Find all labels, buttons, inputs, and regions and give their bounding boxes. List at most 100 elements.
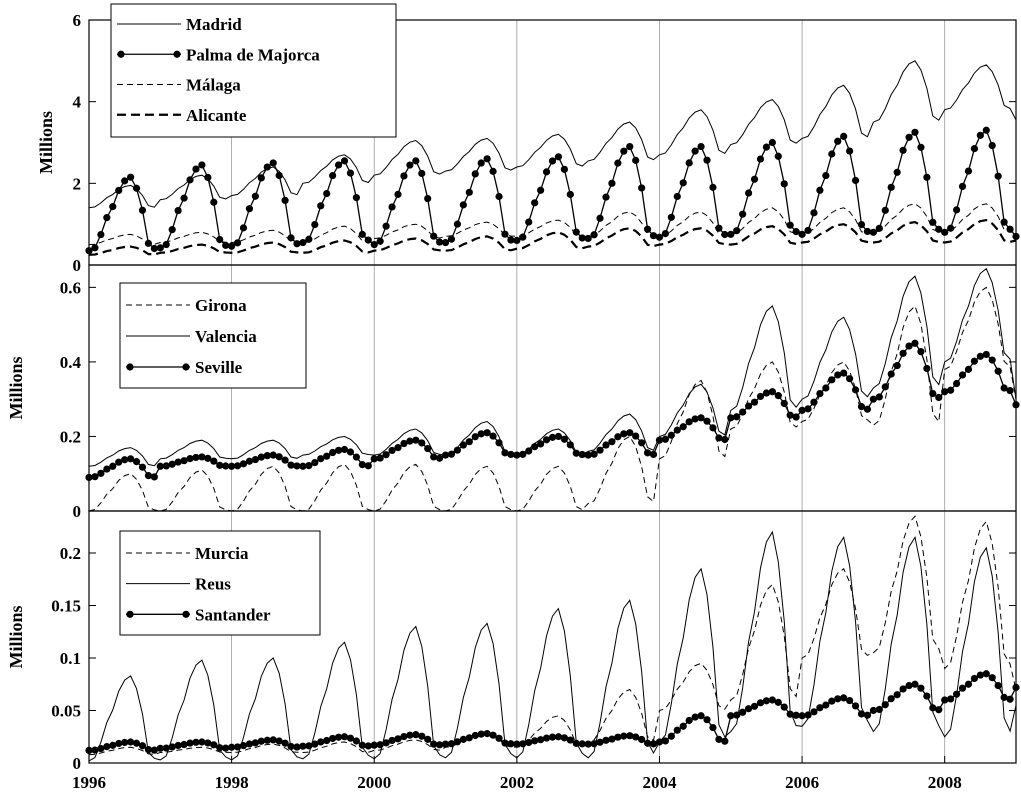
series-marker [245, 740, 254, 748]
x-tick-label: 2002 [500, 773, 534, 792]
series-marker [923, 173, 931, 181]
series-marker [768, 388, 776, 396]
series-marker [126, 455, 135, 463]
series-marker [441, 238, 450, 247]
series-marker [150, 746, 158, 754]
series-marker [560, 165, 568, 173]
series-marker [132, 739, 141, 747]
series-marker [988, 356, 996, 364]
series-marker [733, 413, 741, 421]
series-marker [103, 214, 111, 222]
series-marker [750, 175, 759, 183]
series-marker [952, 206, 961, 214]
series-marker [846, 147, 854, 155]
series-marker [756, 699, 765, 707]
series-marker [311, 740, 319, 748]
series-marker [875, 705, 883, 714]
series-marker [287, 461, 295, 469]
series-marker [370, 741, 378, 749]
series-marker [483, 429, 491, 437]
legend-marker [126, 610, 134, 618]
series-marker [477, 159, 485, 167]
series-marker [976, 352, 984, 360]
series-marker [685, 159, 693, 167]
series-marker [608, 438, 616, 446]
series-marker [851, 702, 860, 710]
series-marker [893, 168, 901, 176]
series-marker [917, 143, 925, 151]
series-marker [115, 186, 123, 195]
series-marker [299, 462, 307, 470]
series-marker [370, 455, 378, 463]
legend-marker [117, 50, 125, 58]
series-marker [216, 461, 224, 469]
series-marker [739, 408, 747, 416]
series-line-1-4 [88, 218, 1017, 256]
series-marker [293, 240, 301, 248]
series-marker [233, 462, 242, 470]
series-marker [317, 455, 325, 463]
series-marker [311, 220, 319, 229]
series-marker [394, 444, 402, 452]
x-tick-label: 2006 [785, 773, 819, 792]
series-marker [495, 439, 503, 447]
series-marker [632, 156, 640, 164]
series-marker [269, 736, 277, 744]
series-marker [602, 441, 610, 449]
y-tick-label: 0.1 [60, 649, 81, 668]
series-marker [917, 348, 925, 356]
series-marker [329, 734, 337, 743]
series-marker [881, 701, 889, 709]
series-marker [697, 142, 705, 151]
series-marker [958, 684, 967, 692]
series-marker [263, 163, 271, 171]
series-marker [554, 153, 563, 161]
series-marker [857, 220, 866, 229]
series-marker [370, 240, 378, 249]
series-marker [531, 737, 539, 745]
series-marker [709, 723, 717, 732]
series-marker [299, 238, 307, 247]
series-marker [418, 169, 426, 178]
y-tick-label: 0.2 [60, 427, 81, 446]
series-marker [495, 734, 503, 742]
series-marker [305, 462, 313, 470]
series-marker [299, 742, 307, 750]
series-marker [970, 674, 979, 683]
series-marker [958, 371, 967, 379]
series-marker [834, 371, 842, 379]
series-marker [257, 174, 265, 182]
series-marker [952, 379, 961, 388]
series-marker [430, 740, 438, 748]
legend-entry: Valencia [195, 327, 257, 346]
series-marker [91, 746, 99, 754]
series-marker [287, 234, 295, 242]
series-marker [513, 740, 521, 748]
series-marker [317, 738, 325, 746]
series-marker [780, 180, 788, 188]
y-axis-label: Millions [6, 356, 26, 419]
series-marker [323, 736, 331, 745]
series-marker [947, 386, 955, 394]
series-marker [91, 473, 99, 481]
series-marker [465, 734, 473, 742]
series-marker [762, 697, 771, 705]
series-marker [453, 446, 462, 454]
series-marker [477, 430, 485, 438]
series-marker [281, 196, 289, 205]
series-marker [525, 447, 533, 455]
series-marker [917, 684, 925, 692]
series-marker [602, 736, 610, 744]
series-marker [103, 465, 111, 473]
series-marker [228, 462, 236, 470]
series-marker [709, 183, 717, 191]
series-marker [822, 701, 830, 709]
y-tick-label: 0 [73, 754, 82, 773]
series-marker [358, 230, 366, 238]
series-marker [816, 704, 824, 712]
series-marker [715, 434, 723, 442]
series-marker [495, 192, 503, 201]
series-line-3-1 [88, 515, 1017, 756]
series-marker [560, 734, 568, 742]
panel-3: 0 0.05 0.1 0.15 0.2 Millions Murcia Reus Santand… [6, 510, 1020, 773]
